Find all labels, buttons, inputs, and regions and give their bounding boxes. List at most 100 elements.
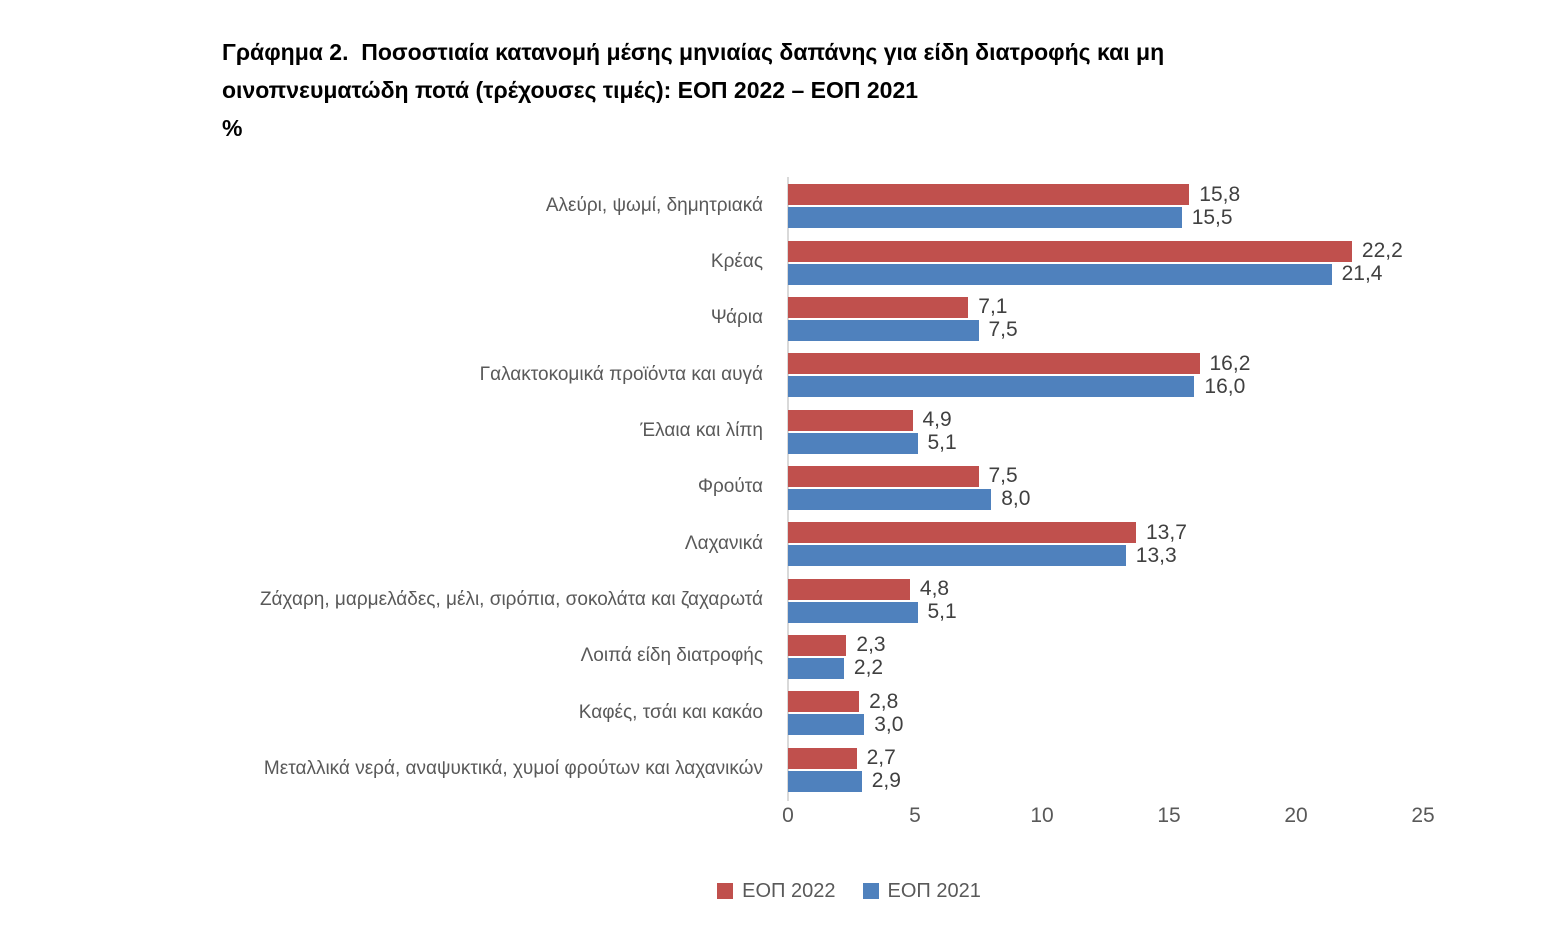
x-axis-tick-label: 20 [1284,804,1308,827]
bar-eop-2022 [788,747,857,769]
value-label-eop-2022: 16,2 [1209,351,1251,375]
category-row: Λοιπά είδη διατροφής 2,3 2,2 [0,629,1566,685]
category-label: Λοιπά είδη διατροφής [580,645,763,667]
value-label-eop-2021: 5,1 [927,600,957,624]
bar-line-eop-2022: 15,8 [788,182,1566,206]
bar-line-eop-2021: 15,5 [788,205,1566,229]
plot-rows: Αλεύρι, ψωμί, δημητριακά 15,8 15,5 Κρέας 22,… [0,178,1566,798]
bar-line-eop-2021: 16,0 [788,374,1566,398]
value-label-eop-2022: 2,7 [866,746,896,770]
bar-eop-2022 [788,465,979,487]
bar-line-eop-2022: 2,8 [788,689,1566,713]
axis-unit-label: % [222,115,243,141]
legend-label-eop-2022: ΕΟΠ 2022 [742,879,836,902]
bar-group: 13,7 13,3 [788,520,1566,567]
value-label-eop-2022: 22,2 [1361,239,1403,263]
bar-eop-2021 [788,770,862,792]
value-label-eop-2021: 15,5 [1191,205,1233,229]
x-axis: 0 5 10 15 20 25 [0,804,1566,832]
bar-eop-2021 [788,319,979,341]
legend-item-eop-2022: ΕΟΠ 2022 [717,879,836,903]
bar-line-eop-2021: 5,1 [788,431,1566,455]
bar-line-eop-2021: 21,4 [788,262,1566,286]
value-label-eop-2022: 15,8 [1199,182,1241,206]
value-label-eop-2022: 7,5 [988,464,1018,488]
category-label: Κρέας [710,251,763,273]
value-label-eop-2022: 2,8 [869,689,899,713]
chart-title: Γράφημα 2. Ποσοστιαία κατανομή μέσης μην… [222,33,1342,147]
value-label-eop-2021: 5,1 [927,431,957,455]
bar-eop-2022 [788,634,847,656]
bar-eop-2021 [788,488,992,510]
category-row: Μεταλλικά νερά, αναψυκτικά, χυμοί φρούτω… [0,741,1566,797]
bar-group: 22,2 21,4 [788,239,1566,286]
bar-eop-2021 [788,601,918,623]
bar-eop-2022 [788,522,1136,544]
bar-group: 2,7 2,9 [788,746,1566,793]
value-label-eop-2021: 21,4 [1341,262,1383,286]
category-label: Καφές, τσάι και κακάο [578,701,763,723]
category-label: Μεταλλικά νερά, αναψυκτικά, χυμοί φρούτω… [263,758,763,780]
value-label-eop-2022: 7,1 [978,295,1008,319]
bar-group: 2,3 2,2 [788,633,1566,680]
bar-eop-2021 [788,657,844,679]
bar-line-eop-2022: 4,9 [788,408,1566,432]
value-label-eop-2021: 2,9 [871,769,901,793]
legend: ΕΟΠ 2022 ΕΟΠ 2021 [132,876,1566,906]
category-label: Ζάχαρη, μαρμελάδες, μέλι, σιρόπια, σοκολ… [259,589,763,611]
bar-eop-2022 [788,409,913,431]
value-label-eop-2022: 4,9 [922,408,952,432]
category-row: Κρέας 22,2 21,4 [0,234,1566,290]
category-row: Φρούτα 7,5 8,0 [0,460,1566,516]
value-label-eop-2021: 16,0 [1204,374,1246,398]
bar-line-eop-2021: 13,3 [788,543,1566,567]
bar-group: 7,1 7,5 [788,295,1566,341]
bar-line-eop-2022: 4,8 [788,577,1566,601]
bar-eop-2021 [788,207,1182,229]
bar-eop-2022 [788,691,860,713]
bar-group: 16,2 16,0 [788,351,1566,398]
category-label: Ψάρια [710,307,763,329]
bar-line-eop-2022: 22,2 [788,239,1566,263]
value-label-eop-2022: 2,3 [856,633,886,657]
bar-eop-2022 [788,184,1190,206]
legend-swatch-eop-2021-icon [862,883,879,899]
x-axis-tick-label: 15 [1157,804,1181,827]
legend-swatch-eop-2022-icon [717,883,734,899]
bar-eop-2022 [788,296,969,318]
bar-line-eop-2021: 2,2 [788,656,1566,680]
bar-line-eop-2022: 7,1 [788,295,1566,319]
value-label-eop-2022: 13,7 [1146,520,1187,544]
value-label-eop-2022: 4,8 [919,577,950,601]
category-row: Ζάχαρη, μαρμελάδες, μέλι, σιρόπια, σοκολ… [0,572,1566,628]
category-label: Αλεύρι, ψωμί, δημητριακά [545,194,763,216]
bar-line-eop-2021: 5,1 [788,600,1566,624]
bar-line-eop-2022: 16,2 [788,351,1566,375]
value-label-eop-2021: 8,0 [1001,487,1031,511]
bar-group: 4,9 5,1 [788,408,1566,455]
x-axis-tick-label: 10 [1030,804,1054,827]
bar-line-eop-2022: 7,5 [788,464,1566,488]
category-label: Γαλακτοκομικά προϊόντα και αυγά [479,363,763,385]
bar-eop-2021 [788,432,918,454]
bar-line-eop-2022: 2,3 [788,633,1566,657]
category-label: Έλαια και λίπη [640,420,763,442]
category-row: Έλαια και λίπη 4,9 5,1 [0,403,1566,459]
bar-line-eop-2021: 8,0 [788,487,1566,511]
value-label-eop-2021: 13,3 [1135,543,1177,567]
bar-eop-2021 [788,545,1126,567]
bar-eop-2022 [788,353,1200,375]
title-line-1: Γράφημα 2. Ποσοστιαία κατανομή μέσης μην… [222,39,1165,65]
value-label-eop-2021: 3,0 [874,712,904,736]
bar-line-eop-2021: 7,5 [788,318,1566,341]
x-axis-tick-label: 5 [909,804,921,827]
bar-eop-2021 [788,714,865,736]
bar-line-eop-2022: 2,7 [788,746,1566,770]
bar-eop-2022 [788,240,1352,262]
bar-group: 7,5 8,0 [788,464,1566,511]
category-row: Γαλακτοκομικά προϊόντα και αυγά 16,2 16,0 [0,347,1566,403]
category-row: Ψάρια 7,1 7,5 [0,291,1566,347]
x-axis-tick-label: 0 [782,804,794,827]
category-row: Καφές, τσάι και κακάο 2,8 3,0 [0,685,1566,741]
value-label-eop-2021: 2,2 [853,656,884,680]
